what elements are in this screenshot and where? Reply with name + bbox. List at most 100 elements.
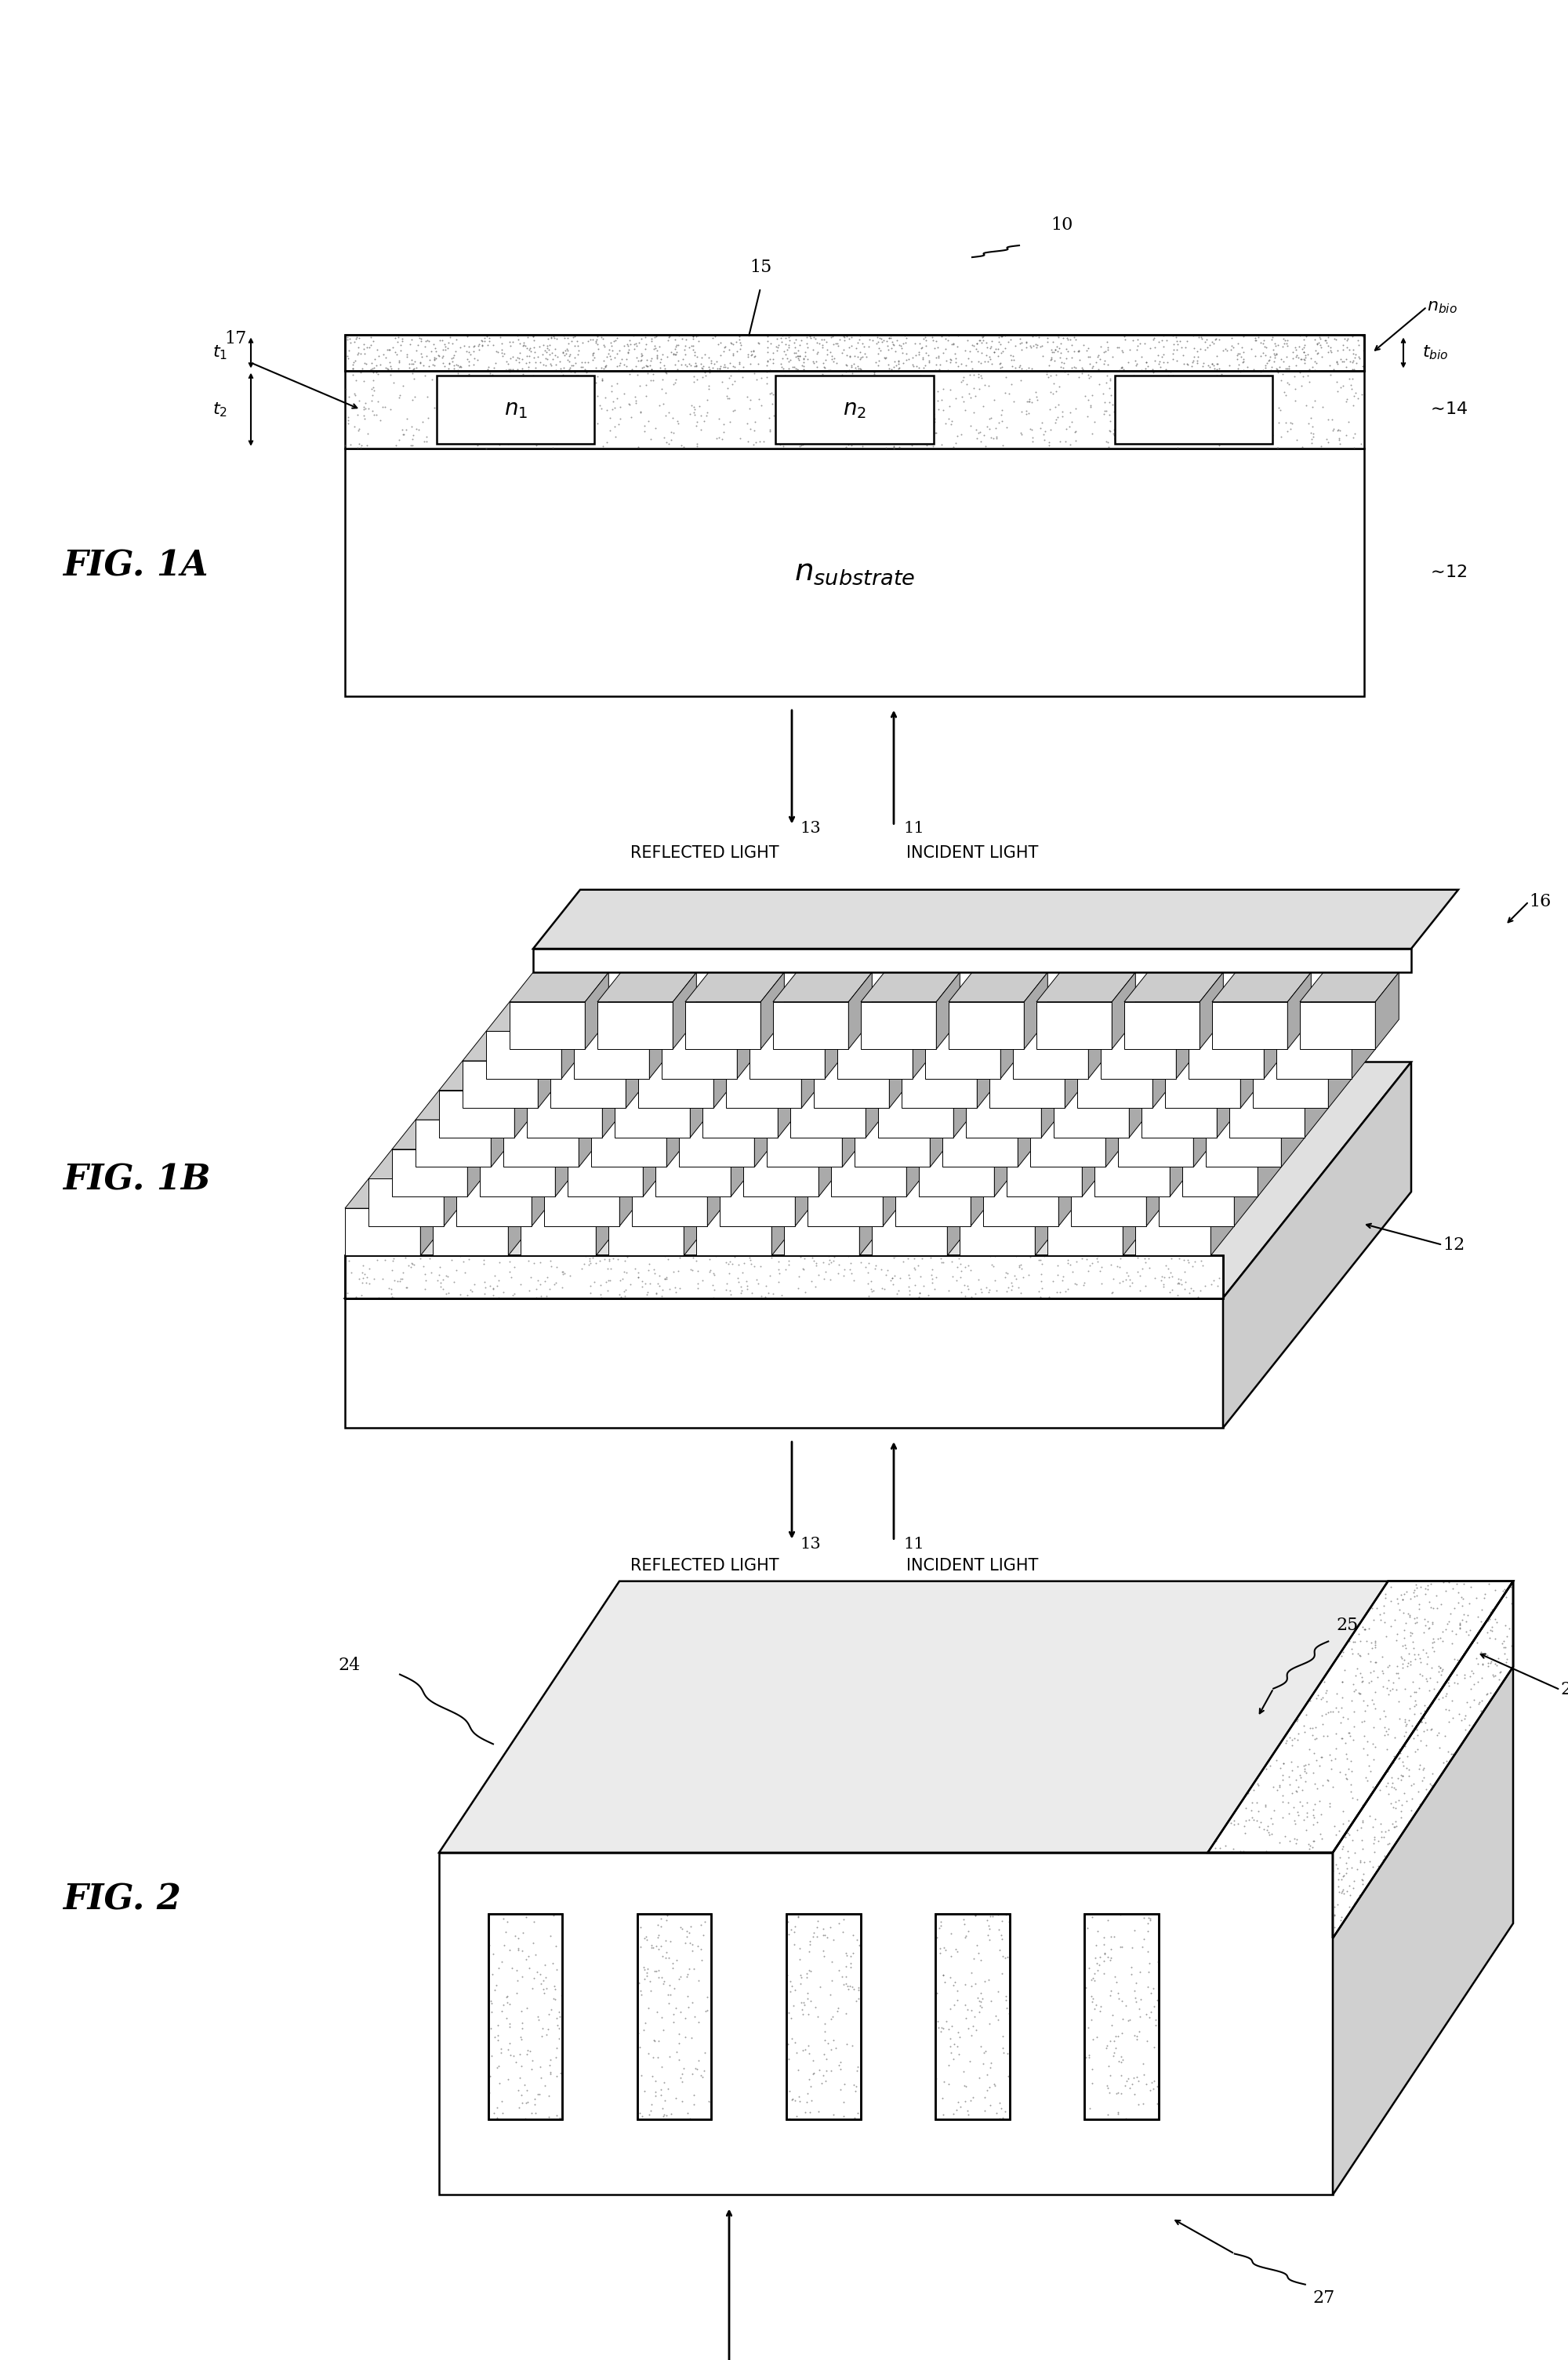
Point — [510, 2077, 535, 2115]
Bar — [776, 375, 933, 444]
Point — [872, 340, 897, 378]
Text: 11: 11 — [903, 1536, 924, 1551]
Point — [994, 1982, 1019, 2020]
Point — [1319, 328, 1344, 366]
Point — [1140, 321, 1165, 359]
Point — [1240, 1784, 1265, 1822]
Point — [825, 323, 850, 361]
Point — [610, 1260, 635, 1298]
Point — [1406, 1591, 1432, 1628]
Point — [644, 1992, 670, 2030]
Point — [486, 1279, 511, 1317]
Point — [1228, 1834, 1253, 1871]
Point — [1253, 387, 1278, 425]
Point — [1388, 1576, 1413, 1614]
Point — [1102, 2034, 1127, 2072]
Point — [1151, 394, 1176, 432]
Point — [935, 321, 960, 359]
Point — [1094, 323, 1120, 361]
Point — [693, 356, 718, 394]
Point — [597, 340, 622, 378]
Polygon shape — [527, 1090, 602, 1138]
Point — [1204, 337, 1229, 375]
Point — [952, 382, 977, 420]
Point — [588, 349, 613, 387]
Point — [365, 337, 390, 375]
Point — [685, 1270, 710, 1307]
Point — [1131, 2044, 1156, 2082]
Point — [889, 328, 914, 366]
Point — [1397, 1690, 1422, 1728]
Point — [710, 347, 735, 385]
Point — [1270, 1744, 1295, 1782]
Point — [969, 1274, 994, 1312]
Point — [1264, 349, 1289, 387]
Point — [988, 319, 1013, 356]
Point — [1256, 356, 1281, 394]
Point — [1359, 1725, 1385, 1763]
Point — [685, 1253, 710, 1291]
Point — [847, 340, 872, 378]
Point — [1339, 1779, 1364, 1817]
Point — [450, 366, 475, 404]
Point — [340, 349, 365, 387]
Point — [668, 1956, 693, 1994]
Point — [1142, 2063, 1167, 2100]
Point — [1425, 1716, 1450, 1753]
Point — [818, 2051, 844, 2089]
Point — [1248, 1803, 1273, 1841]
Point — [974, 323, 999, 361]
Point — [1007, 349, 1032, 387]
Point — [1439, 1699, 1465, 1737]
Point — [1096, 385, 1121, 422]
Polygon shape — [1240, 1031, 1264, 1109]
Point — [649, 2089, 674, 2126]
Point — [347, 382, 372, 420]
Point — [1069, 1239, 1094, 1277]
Polygon shape — [925, 1001, 1024, 1031]
Point — [961, 1997, 986, 2034]
Point — [883, 1237, 908, 1274]
Point — [1107, 1248, 1132, 1286]
Point — [1159, 1270, 1184, 1307]
Point — [420, 347, 445, 385]
Point — [1231, 333, 1256, 371]
Point — [1427, 1650, 1452, 1687]
Point — [643, 1274, 668, 1312]
Point — [845, 1980, 870, 2018]
Point — [961, 356, 986, 394]
Point — [612, 1272, 637, 1310]
Point — [1259, 352, 1284, 389]
Point — [677, 1923, 702, 1961]
Point — [1341, 352, 1366, 389]
Point — [988, 2100, 1013, 2138]
Point — [626, 342, 651, 380]
Point — [1336, 1713, 1361, 1751]
Point — [691, 347, 717, 385]
Point — [1441, 1735, 1466, 1772]
Point — [575, 323, 601, 361]
Point — [1486, 1652, 1512, 1690]
Point — [1110, 349, 1135, 387]
Point — [1341, 335, 1366, 373]
Polygon shape — [983, 1178, 1058, 1227]
Point — [505, 1930, 530, 1968]
Polygon shape — [550, 1031, 649, 1062]
Point — [524, 363, 549, 401]
Point — [494, 1999, 519, 2037]
Point — [1391, 1595, 1416, 1633]
Point — [966, 1260, 991, 1298]
Point — [1087, 366, 1112, 404]
Point — [521, 1244, 546, 1281]
Polygon shape — [463, 1031, 561, 1062]
Point — [1424, 1664, 1449, 1702]
Point — [1283, 382, 1308, 420]
Point — [1471, 1645, 1496, 1683]
Point — [757, 352, 782, 389]
Point — [608, 1260, 633, 1298]
Point — [715, 1265, 740, 1303]
Point — [1378, 1581, 1403, 1619]
Point — [1400, 1779, 1425, 1817]
Point — [412, 328, 437, 366]
Point — [895, 361, 920, 399]
